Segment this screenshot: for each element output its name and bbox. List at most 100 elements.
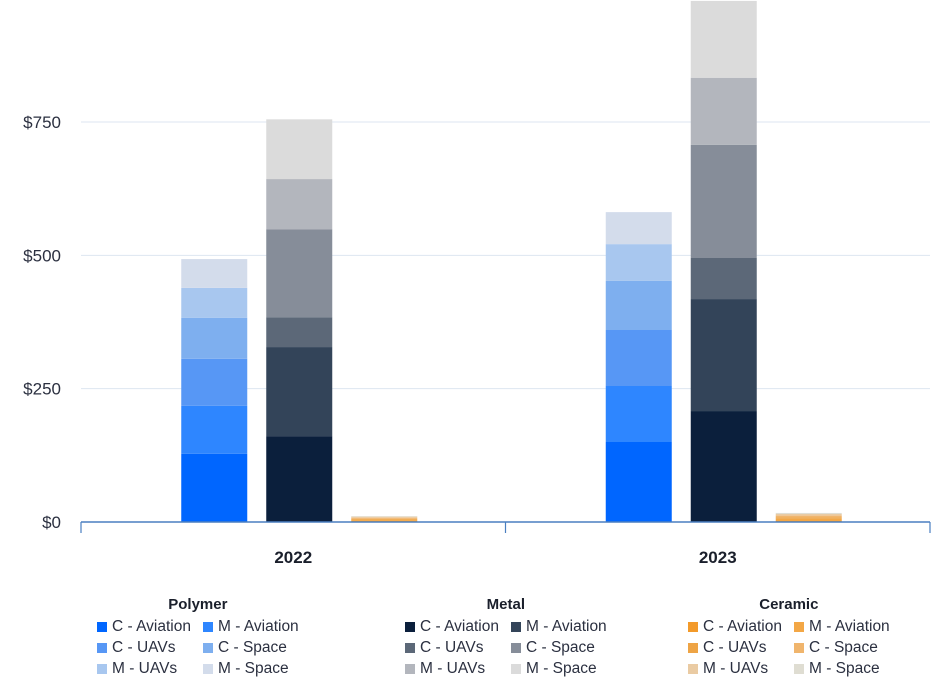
- bar-segment: [266, 179, 333, 230]
- legend-label: M - UAVs: [112, 660, 178, 677]
- legend-polymer: Polymer C - Aviation M - Aviation C - UAVs…: [97, 596, 299, 678]
- y-tick-label: $500: [23, 246, 61, 265]
- legend-swatch: [97, 622, 107, 632]
- bar-stack-metal-2023: [690, 0, 757, 522]
- bar-segment: [351, 518, 418, 520]
- bar-segment: [775, 514, 842, 516]
- bar-segment: [181, 405, 248, 454]
- legend-label: M - UAVs: [420, 660, 486, 677]
- legend-item: M - Space: [202, 660, 299, 678]
- legend-swatch: [202, 664, 213, 674]
- bar-segment: [266, 119, 333, 180]
- legend-item: M - UAVs: [688, 660, 782, 678]
- x-axis: [80, 521, 931, 533]
- bar-segment: [775, 515, 842, 518]
- legend-swatch: [688, 622, 698, 632]
- legend-swatch: [793, 643, 804, 653]
- bar-segment: [266, 317, 333, 348]
- bar-segment: [605, 244, 672, 281]
- bar-segment: [775, 518, 842, 521]
- y-tick-label: $0: [42, 513, 61, 532]
- legend-swatch: [793, 622, 804, 632]
- legend-item: C - Aviation: [688, 618, 782, 636]
- bar-segment: [181, 317, 248, 359]
- bar-segment: [775, 517, 842, 519]
- legend-item: C - Space: [202, 639, 299, 657]
- legend-title: Ceramic: [759, 596, 819, 613]
- legend-label: C - Aviation: [420, 618, 499, 635]
- legend-label: C - UAVs: [703, 639, 767, 656]
- bar-segment: [775, 512, 842, 514]
- legend-label: C - Aviation: [703, 618, 782, 635]
- legend-label: M - Space: [525, 660, 597, 677]
- bar-stack-polymer-2022: [181, 259, 248, 522]
- legend-title: Metal: [486, 596, 526, 613]
- legend-label: C - UAVs: [112, 639, 176, 656]
- bar-segment: [181, 259, 248, 288]
- legend-item: M - Aviation: [793, 618, 890, 636]
- legend-ceramic: Ceramic C - Aviation M - Aviation C - UAVs…: [688, 596, 890, 678]
- bar-segment: [690, 77, 757, 145]
- legend-item: C - Aviation: [97, 618, 191, 636]
- bar-stack-ceramic-2022: [351, 516, 418, 522]
- legend-label: C - Space: [525, 639, 595, 656]
- bar-segment: [605, 280, 672, 330]
- y-axis-ticks: $0 $250 $500 $750: [23, 113, 61, 532]
- bars: [181, 0, 842, 522]
- bar-segment: [351, 516, 418, 517]
- legend-label: M - Aviation: [217, 618, 299, 635]
- bar-segment: [351, 516, 418, 518]
- y-tick-label: $250: [23, 380, 61, 399]
- x-axis-labels: 2022 2023: [274, 548, 736, 567]
- bar-segment: [690, 258, 757, 300]
- legend-label: C - Space: [217, 639, 287, 656]
- bar-segment: [690, 299, 757, 412]
- legend-item: M - UAVs: [97, 660, 191, 678]
- legend-swatch: [202, 622, 213, 632]
- bar-segment: [181, 453, 248, 522]
- legend-item: M - Aviation: [202, 618, 299, 636]
- bar-segment: [605, 212, 672, 245]
- x-category-label: 2023: [699, 548, 737, 567]
- legend-swatch: [510, 622, 521, 632]
- bar-segment: [351, 517, 418, 519]
- legend-label: M - Space: [217, 660, 289, 677]
- legend-swatch: [202, 643, 213, 653]
- legend-item: C - UAVs: [405, 639, 499, 657]
- bar-segment: [775, 520, 842, 522]
- legend-swatch: [510, 664, 521, 674]
- legend-item: C - Space: [793, 639, 890, 657]
- bar-stack-polymer-2023: [605, 212, 672, 522]
- bar-segment: [690, 144, 757, 258]
- legend-swatch: [405, 664, 415, 674]
- legend-swatch: [97, 643, 107, 653]
- bar-segment: [605, 442, 672, 522]
- legend-label: C - Aviation: [112, 618, 191, 635]
- legend-label: M - Space: [808, 660, 880, 677]
- bar-segment: [690, 0, 757, 78]
- legend-title: Polymer: [168, 596, 228, 613]
- legend-items: C - Aviation M - Aviation C - UAVs C - Spac…: [97, 618, 299, 678]
- legend-swatch: [688, 664, 698, 674]
- bar-segment: [351, 519, 418, 521]
- legend-label: M - UAVs: [703, 660, 769, 677]
- legend-swatch: [97, 664, 107, 674]
- y-tick-label: $750: [23, 113, 61, 132]
- legend-label: C - UAVs: [420, 639, 484, 656]
- legend-label: M - Aviation: [808, 618, 890, 635]
- legend-item: M - Aviation: [510, 618, 607, 636]
- bar-segment: [181, 287, 248, 318]
- legend-swatch: [405, 622, 415, 632]
- legend-swatch: [793, 664, 804, 674]
- legend-swatch: [510, 643, 521, 653]
- legend-item: C - Aviation: [405, 618, 499, 636]
- legend-swatch: [688, 643, 698, 653]
- legend-swatch: [405, 643, 415, 653]
- legend-item: M - UAVs: [405, 660, 499, 678]
- legend-item: C - Space: [510, 639, 607, 657]
- bar-stack-ceramic-2023: [775, 512, 842, 522]
- bar-segment: [266, 347, 333, 437]
- bar-segment: [605, 386, 672, 442]
- legend-item: C - UAVs: [688, 639, 782, 657]
- bar-segment: [266, 436, 333, 522]
